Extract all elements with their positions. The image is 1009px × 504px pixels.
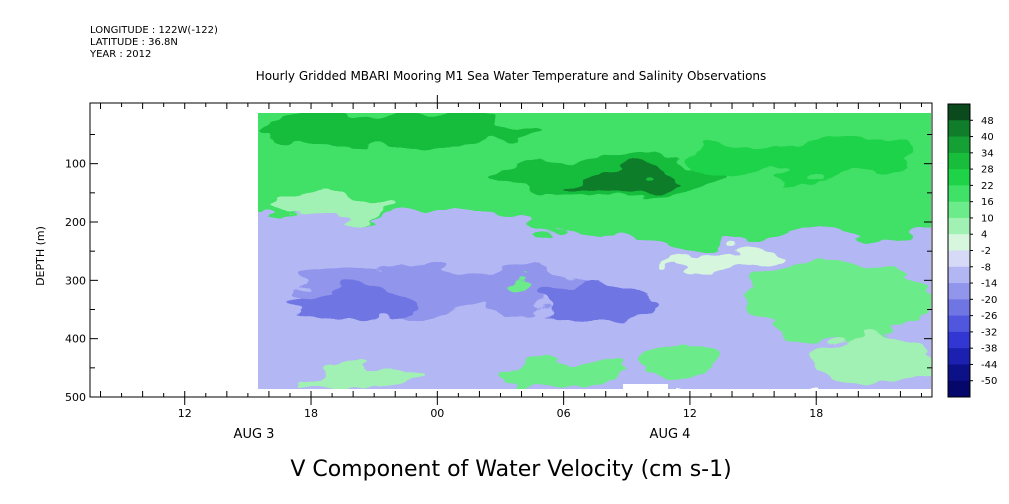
colorbar-label: -20 [981, 295, 997, 306]
colorbar-swatch [948, 283, 970, 300]
colorbar-swatch [948, 104, 970, 121]
colorbar-label: -50 [981, 376, 997, 387]
y-tick-label: 500 [65, 391, 86, 404]
y-tick-label: 100 [65, 158, 86, 171]
x-tick-label: 12 [683, 407, 697, 420]
colorbar-swatch [948, 299, 970, 317]
x-tick-label: 18 [809, 407, 823, 420]
x-tick-label: 18 [304, 407, 318, 420]
colorbar-swatch [948, 380, 970, 398]
colorbar-label: -38 [981, 344, 997, 355]
x-tick-label: 06 [557, 407, 571, 420]
colorbar-swatch [948, 234, 970, 251]
x-tick-label: 00 [430, 407, 444, 420]
colorbar-label: -14 [981, 279, 997, 290]
colorbar: 48 40 34 28 22 16 10 4 -2 -8 -14 -20 -26 -32 -38 -44 -50 [947, 103, 997, 398]
colorbar-swatch [948, 201, 970, 219]
x-date-label: AUG 3 [234, 427, 275, 442]
colorbar-swatch [948, 266, 970, 284]
colorbar-swatch [948, 331, 970, 349]
latitude-label: LATITUDE : 36.8N [90, 37, 178, 48]
colorbar-label: -2 [981, 246, 991, 257]
x-axis-ticks: 12 18 00 06 12 18 AUG 3 AUG 4 [178, 95, 823, 442]
longitude-label: LONGITUDE : 122W(-122) [90, 25, 218, 36]
y-tick-label: 400 [65, 333, 86, 346]
colorbar-label: 4 [981, 230, 987, 241]
y-tick-label: 200 [65, 216, 86, 229]
y-axis-ticks: 100 200 300 400 500 [65, 134, 932, 404]
colorbar-label: 34 [981, 148, 994, 159]
x-minor-ticks [100, 103, 922, 397]
y-tick-label: 300 [65, 274, 86, 287]
colorbar-label: 16 [981, 197, 994, 208]
colorbar-label: 22 [981, 181, 994, 192]
year-label: YEAR : 2012 [90, 49, 152, 60]
colorbar-swatch [948, 136, 970, 154]
colorbar-swatch [948, 169, 970, 186]
colorbar-label: 40 [981, 132, 994, 143]
x-date-label: AUG 4 [650, 427, 691, 442]
x-axis-label: V Component of Water Velocity (cm s-1) [290, 457, 731, 482]
colorbar-label: -26 [981, 311, 997, 322]
colorbar-label: 48 [981, 116, 994, 127]
colorbar-swatch [948, 120, 970, 138]
colorbar-swatch [948, 250, 970, 268]
plot-frame [89, 102, 933, 398]
colorbar-swatch [948, 315, 970, 333]
colorbar-swatch [948, 185, 970, 203]
colorbar-label: 28 [981, 165, 994, 176]
colorbar-label: -44 [981, 360, 997, 371]
colorbar-label: 10 [981, 213, 994, 224]
colorbar-swatch [948, 217, 970, 235]
heatmap-field [258, 113, 931, 389]
colorbar-swatch [948, 364, 970, 382]
chart-title: Hourly Gridded MBARI Mooring M1 Sea Wate… [256, 69, 767, 83]
colorbar-swatch [948, 348, 970, 365]
colorbar-label: -8 [981, 262, 991, 273]
colorbar-label: -32 [981, 327, 997, 338]
colorbar-swatch [948, 152, 970, 170]
y-axis-label: DEPTH (m) [34, 226, 47, 286]
x-tick-label: 12 [178, 407, 192, 420]
